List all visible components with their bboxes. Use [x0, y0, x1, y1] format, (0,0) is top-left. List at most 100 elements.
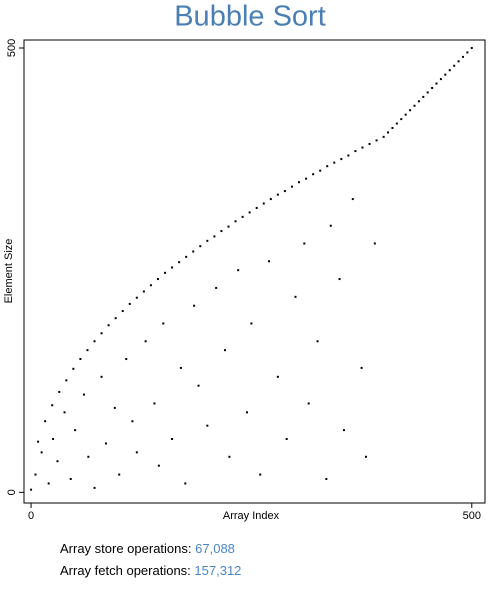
stat-value: 67,088: [195, 541, 235, 556]
point: [206, 239, 209, 242]
point: [347, 154, 350, 157]
point: [156, 278, 159, 281]
point: [113, 406, 116, 409]
point: [93, 486, 96, 489]
point: [228, 455, 231, 458]
stat-label: Array store operations:: [60, 541, 192, 556]
point: [215, 286, 218, 289]
point: [329, 224, 332, 227]
point: [319, 169, 322, 172]
point: [373, 242, 376, 245]
point: [448, 69, 451, 72]
point: [125, 358, 128, 361]
point: [470, 46, 473, 49]
point: [40, 451, 43, 454]
point: [87, 455, 90, 458]
point: [144, 340, 147, 343]
point: [206, 424, 209, 427]
point: [213, 235, 216, 238]
point: [338, 278, 341, 281]
point: [444, 73, 447, 76]
stat: Array fetch operations: 157,312: [60, 563, 241, 578]
point: [285, 438, 288, 441]
point: [400, 118, 403, 121]
point: [135, 451, 138, 454]
point: [100, 375, 103, 378]
point: [171, 266, 174, 269]
point: [65, 379, 68, 382]
point: [79, 358, 82, 361]
point: [340, 158, 343, 161]
point: [128, 302, 131, 305]
point: [72, 367, 75, 370]
point: [185, 255, 188, 258]
point: [131, 420, 134, 423]
point: [276, 375, 279, 378]
point: [431, 86, 434, 89]
point: [375, 139, 378, 142]
point: [426, 91, 429, 94]
point: [192, 250, 195, 253]
point: [63, 411, 66, 414]
point: [368, 142, 371, 145]
point: [404, 113, 407, 116]
point: [199, 245, 202, 248]
point: [365, 455, 368, 458]
point: [164, 271, 167, 274]
stat-label: Array fetch operations:: [60, 563, 191, 578]
point: [342, 429, 345, 432]
point: [294, 295, 297, 298]
point: [333, 161, 336, 164]
point: [269, 198, 272, 201]
point: [58, 390, 61, 393]
point: [74, 429, 77, 432]
chart-title: Bubble Sort: [174, 1, 326, 33]
point: [312, 173, 315, 176]
point: [276, 193, 279, 196]
point: [142, 290, 145, 293]
point: [69, 478, 72, 481]
point: [52, 438, 55, 441]
point: [250, 322, 253, 325]
point: [307, 402, 310, 405]
point: [453, 64, 456, 67]
point: [413, 104, 416, 107]
point: [56, 460, 59, 463]
point: [34, 473, 37, 476]
point: [234, 220, 237, 223]
point: [223, 349, 226, 352]
point: [259, 473, 262, 476]
point: [382, 135, 385, 138]
point: [255, 206, 258, 209]
point: [435, 82, 438, 85]
stat-value: 157,312: [194, 563, 241, 578]
point: [104, 442, 107, 445]
point: [179, 366, 182, 369]
point: [44, 420, 47, 423]
point: [303, 242, 306, 245]
point: [283, 190, 286, 193]
point: [360, 366, 363, 369]
y-axis-label: Element Size: [3, 239, 15, 304]
point: [298, 181, 301, 184]
point: [391, 126, 394, 129]
point: [197, 384, 200, 387]
point: [93, 340, 96, 343]
point: [51, 404, 54, 407]
point: [290, 185, 293, 188]
point: [107, 324, 110, 327]
x-tick-label: 500: [463, 510, 481, 522]
point: [100, 332, 103, 335]
point: [395, 122, 398, 125]
point: [162, 322, 165, 325]
point: [171, 438, 174, 441]
y-tick-label: 0: [6, 489, 18, 495]
point: [178, 261, 181, 264]
point: [409, 109, 412, 112]
point: [439, 78, 442, 81]
point: [354, 150, 357, 153]
point: [387, 131, 390, 134]
point: [457, 60, 460, 63]
point: [121, 310, 124, 313]
point: [37, 440, 40, 443]
